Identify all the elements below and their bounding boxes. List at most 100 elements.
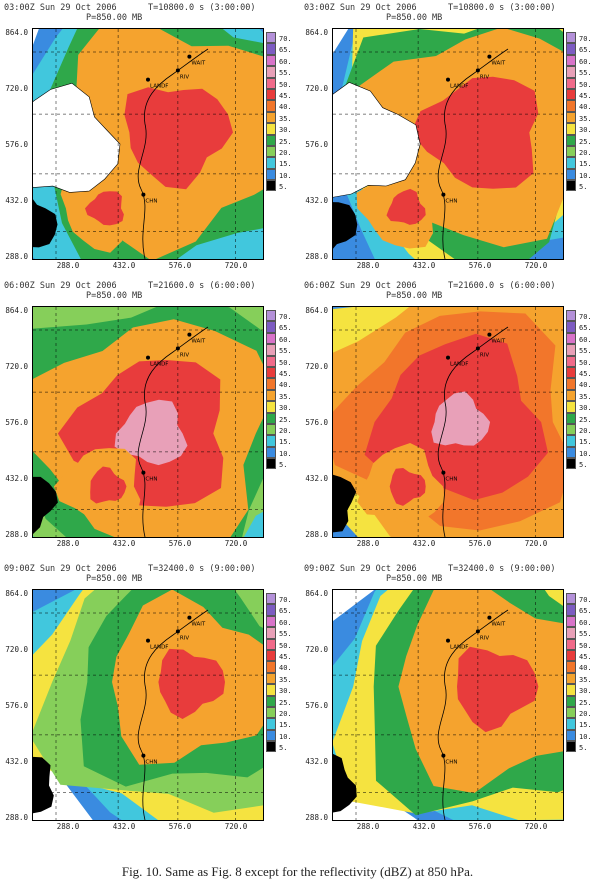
colorbar-segment bbox=[566, 435, 576, 447]
colorbar bbox=[566, 593, 576, 753]
panel-date: 09:00Z Sun 29 Oct 2006 bbox=[4, 564, 117, 574]
x-tick-label: 720.0 bbox=[224, 539, 248, 548]
station-label: CHN bbox=[145, 760, 157, 766]
panel-date: 03:00Z Sun 29 Oct 2006 bbox=[304, 3, 417, 13]
station-marker bbox=[446, 355, 450, 360]
colorbar-segment bbox=[566, 389, 576, 402]
colorbar-segment bbox=[266, 412, 276, 424]
colorbar-label: 45. bbox=[279, 370, 292, 378]
contour-plot: LANDF RIV WAIT CHN bbox=[333, 29, 563, 259]
station-marker bbox=[441, 470, 446, 475]
colorbar-segment bbox=[266, 111, 276, 124]
colorbar-label: 10. bbox=[579, 449, 592, 458]
station-marker bbox=[446, 77, 450, 82]
colorbar-label: 20. bbox=[579, 427, 592, 435]
colorbar-segment bbox=[266, 423, 276, 436]
panel-date: 09:00Z Sun 29 Oct 2006 bbox=[304, 564, 417, 574]
panel-time: T=21600.0 s (6:00:00) bbox=[148, 281, 256, 291]
colorbar-segment bbox=[566, 412, 576, 424]
station-label: CHN bbox=[145, 199, 157, 205]
x-tick-label: 432.0 bbox=[412, 822, 436, 831]
x-tick-label: 576.0 bbox=[468, 539, 492, 548]
contour-band bbox=[431, 391, 491, 446]
colorbar-label: 25. bbox=[279, 415, 292, 424]
station-label: CHN bbox=[445, 477, 457, 483]
station-marker bbox=[487, 615, 492, 620]
station-marker bbox=[141, 470, 146, 475]
colorbar-segment bbox=[266, 43, 276, 55]
station-marker bbox=[487, 54, 492, 59]
y-tick-label: 720.0 bbox=[305, 645, 328, 654]
y-tick-label: 288.0 bbox=[305, 252, 328, 261]
colorbar-segment bbox=[566, 718, 576, 730]
y-tick-label: 288.0 bbox=[305, 813, 328, 822]
colorbar-label: 15. bbox=[279, 721, 292, 730]
panel-4: 06:00Z Sun 29 Oct 2006 T=21600.0 s (6:00:… bbox=[300, 280, 592, 552]
colorbar-label: 55. bbox=[579, 630, 592, 639]
colorbar-segment bbox=[266, 729, 276, 742]
colorbar-segment bbox=[566, 355, 576, 367]
x-tick-label: 576.0 bbox=[468, 261, 492, 270]
colorbar-label: 5. bbox=[579, 461, 588, 470]
y-tick-label: 720.0 bbox=[5, 84, 28, 93]
x-tick-label: 288.0 bbox=[56, 261, 80, 270]
colorbar-segment bbox=[266, 32, 276, 44]
y-tick-label: 720.0 bbox=[5, 362, 28, 371]
y-tick-label: 432.0 bbox=[305, 757, 328, 766]
y-tick-label: 288.0 bbox=[5, 813, 28, 822]
colorbar-label: 15. bbox=[579, 160, 592, 169]
colorbar-label: 40. bbox=[579, 664, 592, 673]
y-tick-label: 864.0 bbox=[305, 589, 328, 598]
y-tick-label: 288.0 bbox=[305, 530, 328, 539]
colorbar-segment bbox=[566, 310, 576, 322]
station-marker bbox=[441, 192, 446, 197]
colorbar-label: 5. bbox=[279, 183, 288, 192]
colorbar-label: 35. bbox=[279, 392, 292, 401]
y-tick-label: 432.0 bbox=[5, 474, 28, 483]
y-tick-label: 720.0 bbox=[5, 645, 28, 654]
colorbar-label: 60. bbox=[579, 335, 592, 344]
colorbar-label: 10. bbox=[279, 732, 292, 741]
colorbar-segment bbox=[566, 32, 576, 44]
colorbar-segment bbox=[566, 638, 576, 650]
colorbar-label: 60. bbox=[279, 335, 292, 344]
colorbar-segment bbox=[266, 718, 276, 730]
contour-band bbox=[410, 76, 539, 189]
colorbar-label: 40. bbox=[279, 664, 292, 673]
station-marker bbox=[175, 346, 180, 351]
colorbar-segment bbox=[266, 168, 276, 181]
colorbar-label: 65. bbox=[579, 46, 592, 55]
panel-date: 03:00Z Sun 29 Oct 2006 bbox=[4, 3, 117, 13]
y-tick-label: 576.0 bbox=[305, 140, 328, 149]
contour-band bbox=[33, 199, 58, 248]
colorbar-segment bbox=[266, 706, 276, 719]
colorbar-segment bbox=[266, 435, 276, 447]
colorbar-label: 5. bbox=[579, 744, 588, 753]
coastline bbox=[437, 326, 509, 537]
colorbar-segment bbox=[566, 672, 576, 685]
contour-band bbox=[386, 188, 426, 225]
colorbar-segment bbox=[566, 134, 576, 146]
station-label: CHN bbox=[445, 760, 457, 766]
colorbar-label: 45. bbox=[279, 653, 292, 661]
colorbar-label: 10. bbox=[279, 449, 292, 458]
y-tick-label: 576.0 bbox=[5, 140, 28, 149]
colorbar-label: 20. bbox=[579, 149, 592, 157]
contour-band bbox=[33, 476, 58, 534]
y-tick-label: 864.0 bbox=[305, 28, 328, 37]
colorbar-label: 65. bbox=[279, 46, 292, 55]
colorbar-label: 40. bbox=[579, 103, 592, 112]
colorbar-label: 70. bbox=[579, 35, 592, 43]
colorbar-label: 40. bbox=[579, 381, 592, 390]
contour-plot: LANDF RIV WAIT CHN bbox=[33, 29, 263, 259]
colorbar-segment bbox=[266, 661, 276, 673]
colorbar-segment bbox=[566, 401, 576, 413]
colorbar-label: 40. bbox=[279, 103, 292, 112]
y-tick-label: 864.0 bbox=[5, 306, 28, 315]
x-tick-label: 288.0 bbox=[56, 539, 80, 548]
colorbar-segment bbox=[566, 145, 576, 158]
colorbar-segment bbox=[566, 706, 576, 719]
colorbar-label: 20. bbox=[279, 427, 292, 435]
colorbar-segment bbox=[266, 401, 276, 413]
colorbar-segment bbox=[566, 729, 576, 742]
